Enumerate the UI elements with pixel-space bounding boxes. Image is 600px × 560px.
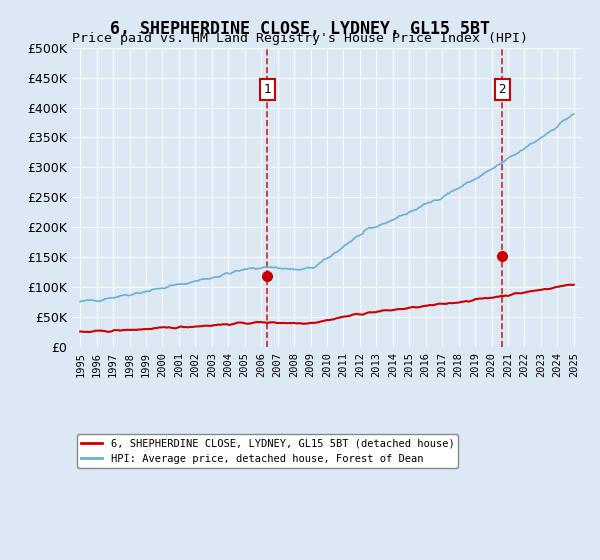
Text: Price paid vs. HM Land Registry's House Price Index (HPI): Price paid vs. HM Land Registry's House … [72, 32, 528, 45]
Text: 2: 2 [499, 83, 506, 96]
Text: 6, SHEPHERDINE CLOSE, LYDNEY, GL15 5BT: 6, SHEPHERDINE CLOSE, LYDNEY, GL15 5BT [110, 20, 490, 38]
Legend: 6, SHEPHERDINE CLOSE, LYDNEY, GL15 5BT (detached house), HPI: Average price, det: 6, SHEPHERDINE CLOSE, LYDNEY, GL15 5BT (… [77, 435, 458, 468]
Text: 1: 1 [263, 83, 271, 96]
